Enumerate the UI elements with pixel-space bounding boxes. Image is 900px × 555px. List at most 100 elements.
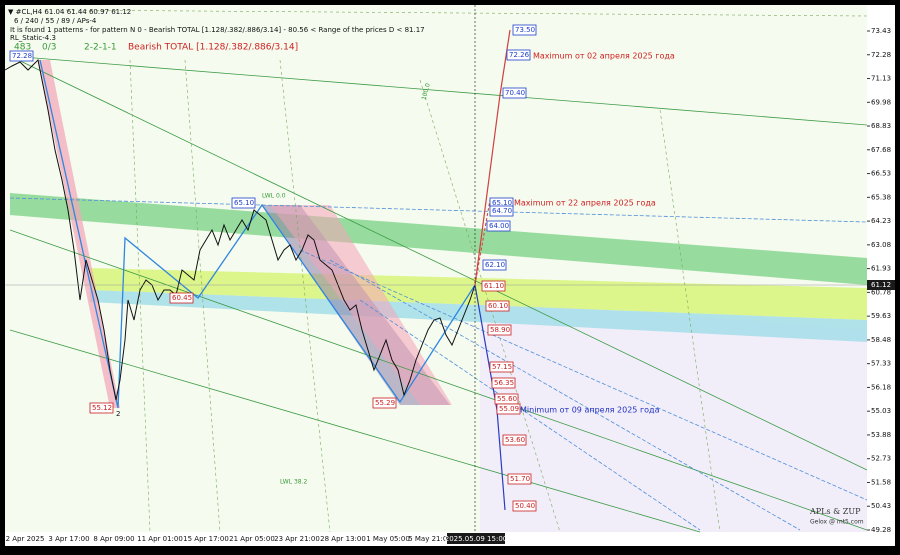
price-tick-label: 59.63: [871, 312, 891, 320]
price-tick-label: 72.28: [871, 51, 891, 59]
time-label: 5 May 21:00: [408, 535, 452, 543]
count: 483: [14, 43, 31, 53]
price-box-label: 58.90: [490, 326, 510, 334]
point-label: 2: [116, 410, 120, 418]
price-box-label: 53.60: [505, 436, 525, 444]
header-line: RL_Static-4.3: [10, 34, 56, 42]
price-box: [485, 300, 510, 312]
green-channel: [10, 193, 867, 285]
price-tick-label: 61.93: [871, 265, 891, 273]
price-box-label: 65.10: [492, 199, 512, 207]
ratio: 0/3: [42, 43, 56, 53]
time-label: 11 Apr 01:00: [137, 535, 183, 543]
price-tick-label: 57.33: [871, 360, 891, 368]
header-line: 6 / 240 / 55 / 89 / APs-4: [14, 17, 97, 25]
blue-fan: [9, 197, 868, 531]
price-box-label: 60.45: [172, 294, 192, 302]
annotation: Maximum от 02 апреля 2025 года: [533, 52, 675, 61]
price-box: [496, 403, 521, 415]
price-box: [481, 280, 506, 292]
price-box: [482, 259, 507, 271]
current-price-box: [867, 280, 895, 290]
price-box: [231, 197, 256, 209]
annotation: Maximum от 22 апреля 2025 года: [514, 199, 656, 208]
time-label: 2 Apr 2025: [6, 535, 45, 543]
price-tick-label: 60.78: [871, 288, 891, 296]
price-box: [489, 361, 514, 373]
price-path: [4, 58, 476, 401]
price-box: [512, 500, 537, 512]
cyan-channel: [90, 290, 867, 342]
price-box-label: 51.70: [510, 475, 530, 483]
price-tick-label: 64.23: [871, 217, 891, 225]
price-box-label: 55.12: [92, 404, 112, 412]
price-box: [491, 377, 516, 389]
price-box-label: 57.15: [492, 363, 512, 371]
price-box-label: 62.10: [485, 261, 505, 269]
price-tick-label: 53.88: [871, 431, 891, 439]
price-box-label: 72.28: [12, 52, 32, 60]
price-box: [507, 473, 532, 485]
current-price: 61.12: [871, 281, 891, 289]
price-box: [506, 49, 531, 61]
fib-label: LWL 38.2: [280, 479, 308, 486]
zigzag: [39, 59, 476, 409]
price-box: [502, 87, 527, 99]
time-label: 1 May 05:00: [366, 535, 410, 543]
current-time: 2025.05.09 15:00: [445, 535, 507, 543]
price-box: [512, 24, 537, 36]
price-box-label: 60.10: [488, 302, 508, 310]
price-box-label: 55.29: [375, 399, 395, 407]
price-tick-label: 66.53: [871, 170, 891, 178]
price-box-label: 72.26: [509, 51, 530, 59]
price-tick-label: 55.03: [871, 407, 891, 415]
price-box: [372, 397, 397, 409]
trend-lines: [9, 55, 868, 533]
annotation: Minimum от 09 апреля 2025 года: [520, 406, 660, 415]
price-tick-label: 68.83: [871, 122, 891, 130]
current-time-box: [447, 533, 505, 544]
pink-band: [270, 205, 452, 405]
price-box-label: 73.50: [515, 26, 535, 34]
header-line: It is found 1 patterns - for pattern N 0…: [10, 26, 425, 34]
price-box: [9, 50, 34, 62]
price-tick-label: 56.18: [871, 383, 891, 391]
price-tick-label: 71.13: [871, 75, 891, 83]
price-box-label: 55.09: [499, 405, 519, 413]
watermark: Gelox @ mt5.com: [810, 519, 864, 526]
price-box-label: 65.10: [234, 199, 254, 207]
fib-label: 100.0: [421, 82, 432, 101]
symbol-header: ▼ #CL,H4 61.04 61.44 60.97 61.12: [8, 8, 131, 16]
price-box: [502, 434, 527, 446]
fib-label: LWL 0.0: [262, 193, 286, 200]
price-tick-label: 49.28: [871, 526, 891, 534]
time-label: 28 Apr 13:00: [320, 535, 366, 543]
price-tick-label: 63.08: [871, 241, 891, 249]
lavender-zone: [480, 300, 867, 532]
price-tick-label: 51.58: [871, 478, 891, 486]
price-box-label: 50.40: [515, 502, 535, 510]
price-tick-label: 50.43: [871, 502, 891, 510]
price-box-label: 64.00: [489, 222, 509, 230]
watermark: APLs & ZUP: [809, 507, 861, 516]
price-tick-label: 65.38: [871, 193, 891, 201]
price-tick-label: 52.73: [871, 455, 891, 463]
price-box: [486, 220, 511, 232]
price-box-label: 64.70: [492, 207, 512, 215]
yellow-channel: [90, 268, 867, 320]
price-tick-label: 67.68: [871, 146, 891, 154]
time-label: 21 Apr 05:00: [229, 535, 275, 543]
time-label: 23 Apr 21:00: [274, 535, 320, 543]
time-label: 15 Apr 17:00: [183, 535, 229, 543]
price-tick-label: 69.98: [871, 98, 891, 106]
price-tick-label: 73.43: [871, 27, 891, 35]
price-tick-label: 58.48: [871, 336, 891, 344]
price-box-label: 56.35: [494, 379, 514, 387]
price-box: [169, 292, 194, 304]
projection-mid: [474, 199, 491, 286]
code: 2-2-1-1: [84, 43, 117, 53]
price-box-label: 61.10: [484, 282, 504, 290]
pattern-name: Bearish TOTAL [1.128/.382/.886/3.14]: [128, 43, 298, 53]
